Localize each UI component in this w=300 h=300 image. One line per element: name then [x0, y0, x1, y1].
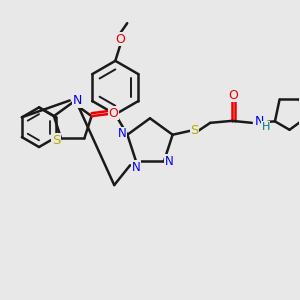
Text: N: N	[118, 127, 127, 140]
Text: N: N	[255, 115, 265, 128]
Text: O: O	[228, 88, 238, 102]
Text: O: O	[115, 32, 125, 46]
Text: N: N	[73, 94, 82, 107]
Text: S: S	[52, 134, 60, 147]
Text: S: S	[190, 124, 199, 137]
Text: H: H	[262, 122, 270, 132]
Text: N: N	[165, 155, 173, 168]
Text: N: N	[132, 161, 140, 174]
Text: O: O	[108, 107, 118, 120]
